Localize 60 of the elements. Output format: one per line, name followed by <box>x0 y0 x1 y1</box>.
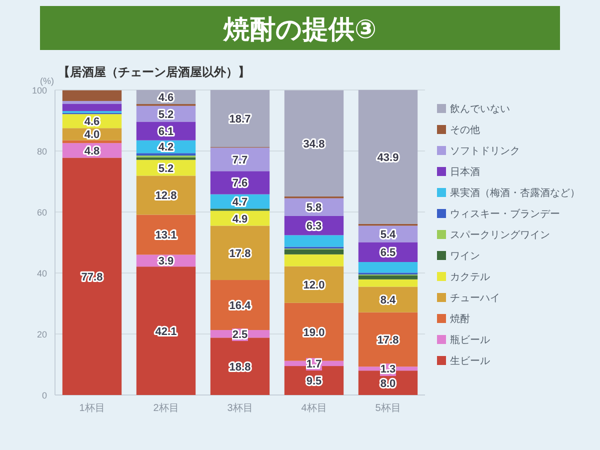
data-label: 4.2 <box>158 142 174 154</box>
data-label: 17.8 <box>229 248 251 260</box>
legend-label: 焼酎 <box>450 313 470 325</box>
data-label: 5.8 <box>306 202 322 214</box>
data-label: 5.4 <box>380 228 396 241</box>
data-label: 6.3 <box>306 220 322 233</box>
legend-label: 日本酒 <box>450 166 480 178</box>
data-label: 4.6 <box>84 116 100 128</box>
ylabel: (%) <box>40 76 54 86</box>
data-label: 34.8 <box>303 138 325 150</box>
x-tick-label: 1杯目 <box>79 402 105 414</box>
data-label: 4.8 <box>84 145 100 158</box>
data-label: 42.1 <box>155 326 177 338</box>
data-label: 7.6 <box>232 178 248 190</box>
data-label: 19.0 <box>303 326 325 339</box>
data-label: 12.0 <box>303 280 325 292</box>
data-label: 5.2 <box>158 108 174 121</box>
data-label: 17.8 <box>377 334 399 346</box>
data-label: 9.5 <box>306 376 322 388</box>
legend-label: その他 <box>450 124 480 136</box>
chart-title: 焼酎の提供③ <box>224 14 376 44</box>
data-label: 18.7 <box>229 114 251 126</box>
data-label: 16.4 <box>229 300 251 312</box>
legend-label: チューハイ <box>450 293 500 304</box>
legend-label: 瓶ビール <box>450 334 490 346</box>
y-tick-label: 80 <box>36 146 47 156</box>
data-label: 18.8 <box>229 361 251 374</box>
data-label: 4.0 <box>84 129 100 142</box>
legend-label: 生ビール <box>450 355 490 367</box>
x-tick-label: 3杯目 <box>227 402 253 414</box>
x-tick-label: 2杯目 <box>153 402 179 414</box>
y-tick-label: 100 <box>32 86 47 96</box>
data-label: 7.7 <box>232 154 248 166</box>
legend-label: ワイン <box>450 251 480 262</box>
legend-label: 飲んでいない <box>450 104 510 115</box>
data-label: 8.4 <box>380 294 396 307</box>
data-label: 12.8 <box>155 190 177 202</box>
data-label: 43.9 <box>377 152 399 164</box>
data-label: 77.8 <box>81 271 103 284</box>
y-tick-label: 0 <box>42 390 47 400</box>
legend-label: スパークリングワイン <box>450 230 550 241</box>
data-label: 8.0 <box>380 378 396 390</box>
legend-label: カクテル <box>450 272 490 283</box>
y-tick-label: 40 <box>36 268 47 278</box>
data-label: 13.1 <box>155 230 177 242</box>
y-tick-label: 60 <box>36 208 47 218</box>
y-tick-label: 20 <box>36 330 47 340</box>
data-label: 4.9 <box>232 213 248 226</box>
legend-label: ウィスキー・ブランデー <box>450 208 560 220</box>
subtitle: 【居酒屋（チェーン居酒屋以外）】 <box>58 65 250 79</box>
data-label: 4.7 <box>232 196 248 208</box>
legend-label: ソフトドリンク <box>450 146 520 157</box>
data-label: 6.1 <box>158 126 174 138</box>
x-tick-label: 4杯目 <box>301 402 327 414</box>
data-label: 3.9 <box>158 256 174 268</box>
data-label: 6.5 <box>380 247 396 260</box>
data-label: 5.2 <box>158 162 174 175</box>
x-tick-label: 5杯目 <box>375 402 401 414</box>
data-label: 4.6 <box>158 92 174 104</box>
legend-label: 果実酒（梅酒・杏露酒など） <box>450 187 580 199</box>
